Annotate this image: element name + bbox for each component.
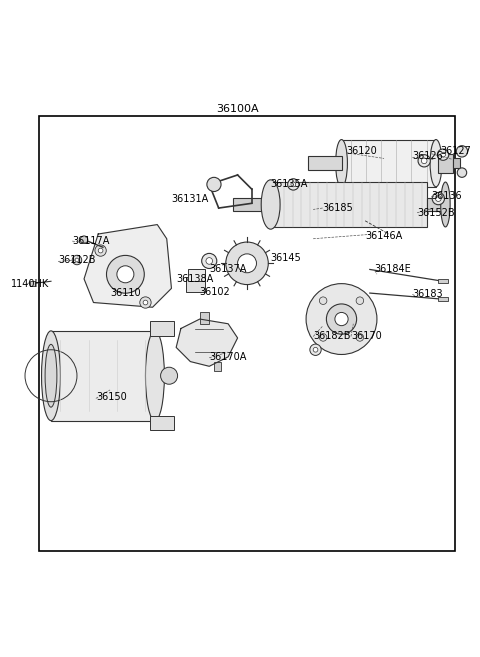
Ellipse shape (42, 331, 60, 420)
Ellipse shape (441, 182, 450, 227)
Text: 36136: 36136 (431, 191, 462, 201)
Circle shape (207, 177, 221, 191)
Ellipse shape (336, 139, 348, 187)
Circle shape (432, 193, 444, 205)
Circle shape (117, 266, 134, 283)
Circle shape (161, 367, 178, 384)
Circle shape (226, 242, 268, 284)
Ellipse shape (261, 180, 280, 229)
Circle shape (288, 179, 299, 190)
Circle shape (143, 300, 148, 305)
Bar (188, 269, 204, 281)
Text: 36138A: 36138A (176, 274, 214, 284)
Circle shape (98, 248, 103, 253)
Circle shape (238, 254, 256, 273)
Circle shape (319, 334, 327, 341)
Text: 36110: 36110 (110, 288, 141, 298)
Bar (39, 116, 455, 551)
Bar (438, 279, 448, 283)
Text: 36100A: 36100A (216, 104, 259, 114)
Circle shape (107, 256, 144, 293)
Polygon shape (176, 319, 238, 367)
Bar (150, 321, 174, 336)
Bar (233, 198, 271, 212)
Text: 36183: 36183 (412, 290, 443, 300)
Ellipse shape (45, 344, 57, 407)
Bar (427, 198, 445, 212)
Bar (309, 156, 341, 170)
Circle shape (335, 313, 348, 326)
Bar (438, 154, 453, 173)
Bar (200, 312, 209, 324)
Circle shape (326, 304, 357, 334)
Text: 36185: 36185 (323, 203, 353, 213)
Circle shape (310, 344, 321, 355)
Circle shape (202, 254, 217, 269)
Circle shape (435, 196, 441, 202)
Text: 36137A: 36137A (209, 265, 247, 275)
Circle shape (306, 284, 377, 355)
Circle shape (457, 168, 467, 177)
Ellipse shape (145, 331, 164, 420)
Bar (271, 182, 427, 227)
Text: 36135A: 36135A (271, 179, 308, 189)
Bar (186, 277, 204, 292)
Circle shape (291, 182, 296, 187)
Text: 36102: 36102 (200, 286, 230, 297)
Text: 36126: 36126 (412, 151, 443, 161)
Bar (453, 158, 460, 168)
Text: 36150: 36150 (96, 392, 127, 402)
Ellipse shape (430, 139, 442, 187)
Text: 36182B: 36182B (313, 330, 351, 340)
Circle shape (140, 297, 151, 308)
Text: 36131A: 36131A (171, 194, 209, 204)
Bar (341, 139, 436, 187)
Circle shape (72, 256, 82, 265)
Circle shape (421, 158, 427, 164)
Circle shape (441, 152, 445, 157)
Circle shape (418, 154, 430, 167)
Circle shape (319, 297, 327, 304)
Text: 36152B: 36152B (417, 208, 455, 217)
Circle shape (437, 149, 449, 160)
Bar (438, 298, 448, 301)
Bar (51, 331, 155, 420)
Circle shape (80, 236, 88, 244)
Circle shape (456, 146, 468, 157)
Bar (30, 281, 36, 286)
Text: 36117A: 36117A (72, 236, 109, 246)
Text: 36170: 36170 (351, 330, 382, 340)
Circle shape (313, 348, 318, 352)
Circle shape (75, 258, 79, 262)
Text: 36146A: 36146A (365, 231, 402, 241)
Circle shape (356, 297, 364, 304)
Circle shape (206, 258, 213, 264)
Bar (150, 416, 174, 430)
Text: 36120: 36120 (346, 147, 377, 156)
Circle shape (356, 334, 364, 341)
Circle shape (95, 245, 106, 256)
Text: 36184E: 36184E (374, 265, 411, 275)
Text: 36170A: 36170A (209, 352, 247, 362)
Text: 1140HK: 1140HK (11, 279, 49, 288)
Text: 36127: 36127 (441, 147, 471, 156)
Text: 36145: 36145 (271, 253, 301, 263)
Text: 36112B: 36112B (58, 255, 96, 265)
Bar (214, 361, 221, 371)
Polygon shape (84, 225, 171, 307)
